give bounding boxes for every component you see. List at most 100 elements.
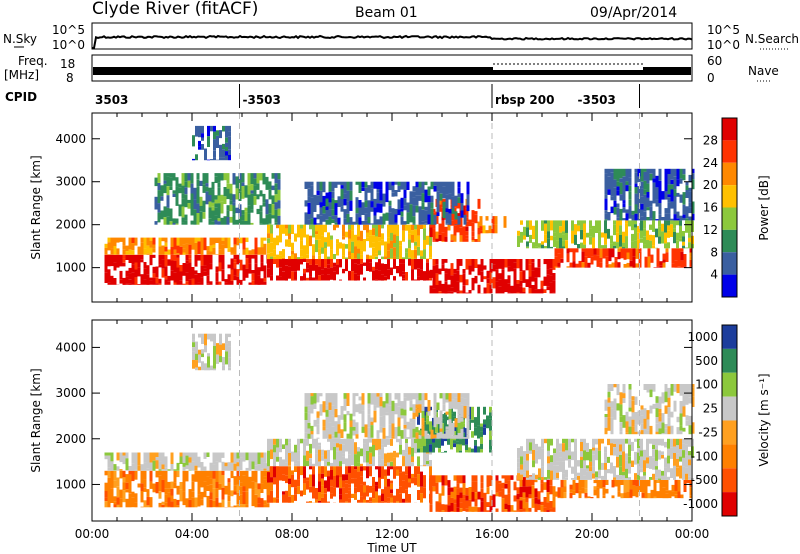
data-cell [358,403,362,414]
data-cell [465,221,469,227]
data-cell [571,438,574,443]
data-cell [447,480,451,488]
data-cell [224,466,228,471]
data-cell [412,437,416,439]
data-cell [381,239,384,246]
data-cell [661,455,664,459]
data-cell [372,279,375,281]
data-cell [673,465,676,478]
data-cell [279,442,282,448]
data-cell [543,508,547,512]
data-cell [513,495,517,502]
data-cell [433,186,437,192]
data-cell [504,279,508,293]
data-cell [691,422,695,434]
data-cell [119,469,123,471]
data-cell [179,265,183,272]
data-cell [262,202,266,207]
data-cell [125,458,129,470]
data-cell [122,254,126,259]
data-cell [307,188,311,197]
data-cell [557,497,561,499]
data-cell [158,237,162,247]
data-cell [593,486,597,490]
data-cell [450,487,454,492]
data-cell [553,448,556,454]
data-cell [325,428,329,439]
data-cell [210,125,213,132]
data-cell [438,475,442,483]
data-cell [107,269,111,283]
data-cell [402,257,405,260]
data-cell [655,199,659,207]
data-cell [674,494,678,499]
data-cell [667,463,670,473]
data-cell [637,452,640,464]
data-cell [227,248,231,252]
data-cell [285,499,288,503]
data-cell [250,173,254,185]
data-cell [477,507,481,512]
data-cell [444,268,448,274]
data-cell [182,452,186,463]
colorbar-swatch [722,420,737,445]
data-cell [625,181,629,186]
data-cell [412,419,416,429]
data-cell [342,268,345,274]
data-cell [319,190,323,203]
data-cell [601,462,604,470]
data-cell [312,248,315,256]
data-cell [330,235,333,240]
data-cell [541,477,544,480]
data-cell [665,252,669,262]
data-cell [625,453,628,461]
data-cell [263,243,267,255]
data-cell [402,471,405,481]
data-cell [616,207,620,218]
data-cell [222,125,225,132]
data-cell [535,479,538,480]
data-cell [489,506,493,512]
data-cell [622,451,625,463]
data-cell [454,435,458,439]
data-cell [181,193,185,199]
data-cell [625,209,629,214]
data-cell [560,248,564,259]
data-cell [520,469,523,475]
data-cell [405,438,408,443]
data-cell [483,492,487,502]
data-cell [658,478,661,480]
data-cell [460,428,464,439]
colorbar-swatch [722,229,737,253]
data-cell [291,242,294,251]
data-cell [688,216,692,221]
data-cell [351,253,354,260]
data-cell [225,137,228,143]
data-cell [441,259,445,265]
data-cell [622,176,626,185]
data-cell [589,236,592,245]
data-cell [403,190,407,199]
data-cell [640,188,644,197]
data-cell [439,181,443,194]
data-cell [205,191,209,205]
data-cell [333,459,336,467]
data-cell [324,488,327,494]
data-cell [459,227,463,236]
data-cell [221,487,225,500]
data-cell [230,490,234,497]
data-cell [486,502,490,507]
data-cell [256,183,260,190]
data-cell [453,486,457,500]
data-cell [385,412,389,416]
data-cell [519,509,523,512]
data-cell [677,248,681,255]
data-cell [415,404,419,409]
data-cell [366,500,369,503]
data-cell [421,405,425,411]
data-cell [221,237,225,241]
data-cell [318,445,321,450]
data-cell [583,460,586,469]
data-cell [233,452,237,464]
data-cell [313,403,317,409]
